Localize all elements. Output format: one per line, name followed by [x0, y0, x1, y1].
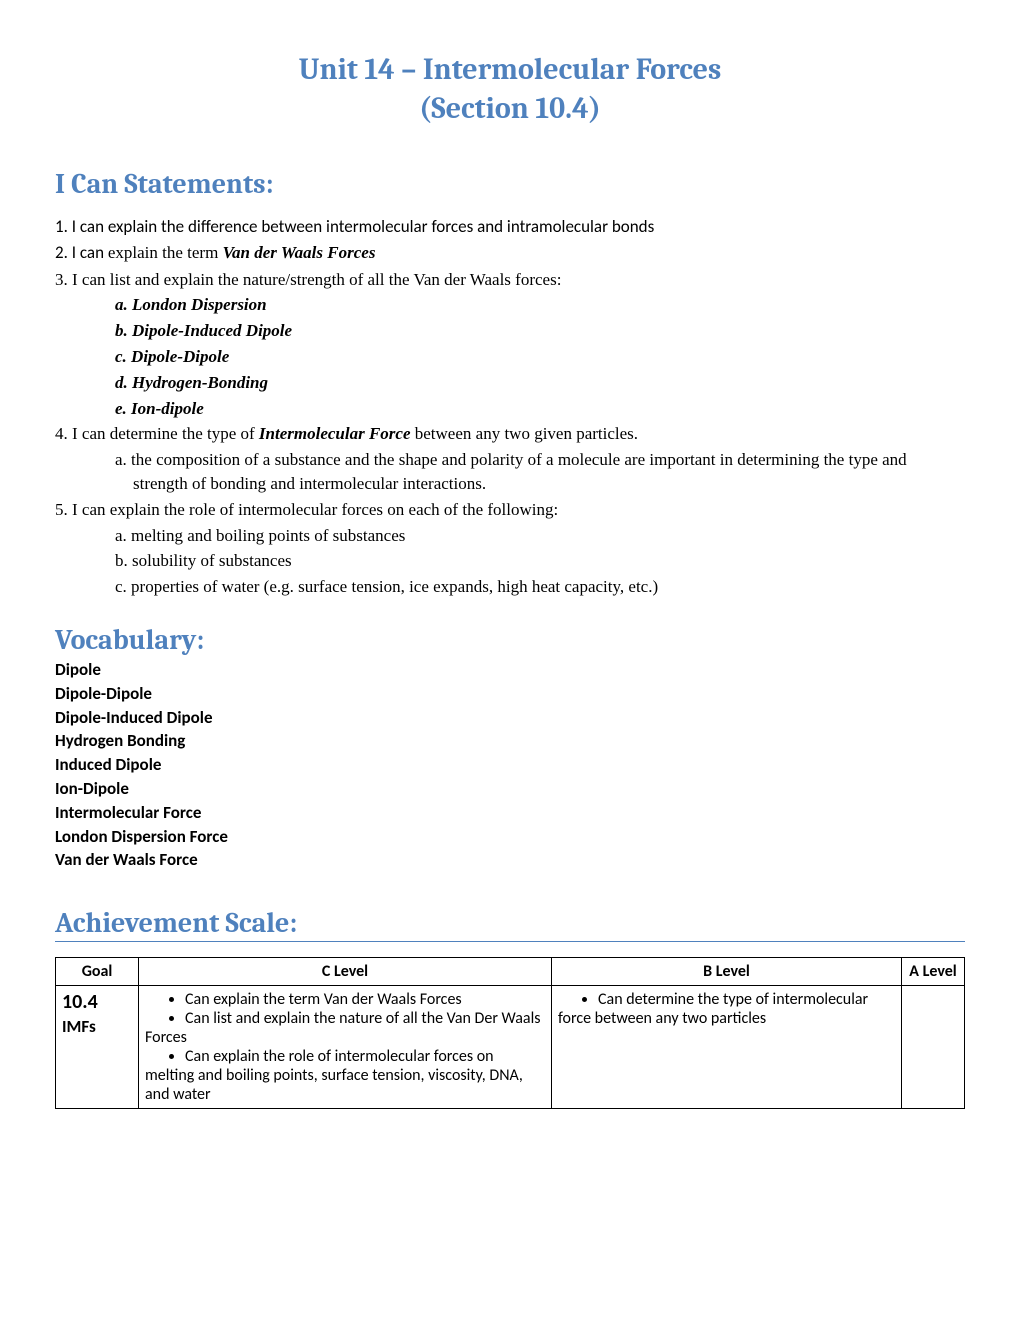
- section-heading-vocab: Vocabulary:: [55, 624, 965, 656]
- statement-5a: a. melting and boiling points of substan…: [55, 524, 965, 548]
- a-level-cell: [902, 986, 965, 1109]
- statement-5c: c. properties of water (e.g. surface ten…: [55, 575, 965, 599]
- statement-4: 4. I can determine the type of Intermole…: [55, 422, 965, 446]
- table-row: 10.4 IMFs Can explain the term Van der W…: [56, 986, 965, 1109]
- statement-3d: d. Hydrogen-Bonding: [55, 371, 965, 395]
- statement-4-pre: 4. I can determine the type of: [55, 424, 259, 443]
- th-c-level: C Level: [139, 958, 552, 986]
- vocab-item: London Dispersion Force: [55, 825, 965, 849]
- statement-4-term: Intermolecular Force: [259, 424, 411, 443]
- th-a-level: A Level: [902, 958, 965, 986]
- vocab-list: Dipole Dipole-Dipole Dipole-Induced Dipo…: [55, 658, 965, 872]
- section-heading-ican: I Can Statements:: [55, 168, 965, 200]
- th-b-level: B Level: [552, 958, 902, 986]
- statement-2-pre: 2. I can: [55, 242, 108, 263]
- statement-5b: b. solubility of substances: [55, 549, 965, 573]
- title-line-2: (Section 10.4): [419, 91, 601, 126]
- statement-3: 3. I can list and explain the nature/str…: [55, 268, 965, 292]
- statement-3e: e. Ion-dipole: [55, 397, 965, 421]
- vocab-item: Intermolecular Force: [55, 801, 965, 825]
- vocab-item: Hydrogen Bonding: [55, 729, 965, 753]
- goal-sub: IMFs: [62, 1016, 96, 1037]
- statement-3b: b. Dipole-Induced Dipole: [55, 319, 965, 343]
- section-heading-achievement: Achievement Scale:: [55, 907, 965, 942]
- page-title: Unit 14 – Intermolecular Forces (Section…: [55, 50, 965, 128]
- statement-2-mid: explain the term: [108, 243, 223, 262]
- title-line-1: Unit 14 – Intermolecular Forces: [299, 52, 722, 87]
- statement-2-term: Van der Waals Forces: [223, 243, 376, 262]
- achievement-table: Goal C Level B Level A Level 10.4 IMFs C…: [55, 957, 965, 1109]
- vocab-item: Ion-Dipole: [55, 777, 965, 801]
- statements-block: 1. I can explain the difference between …: [55, 215, 965, 599]
- list-item: Can list and explain the nature of all t…: [185, 1009, 545, 1047]
- list-item: Can explain the term Van der Waals Force…: [185, 990, 545, 1009]
- c-level-cell: Can explain the term Van der Waals Force…: [139, 986, 552, 1109]
- statement-3c: c. Dipole-Dipole: [55, 345, 965, 369]
- statement-5: 5. I can explain the role of intermolecu…: [55, 498, 965, 522]
- vocab-item: Van der Waals Force: [55, 848, 965, 872]
- statement-4-post: between any two given particles.: [411, 424, 639, 443]
- statement-2: 2. I can explain the term Van der Waals …: [55, 241, 965, 266]
- list-item: Can explain the role of intermolecular f…: [185, 1047, 545, 1104]
- vocab-item: Dipole-Dipole: [55, 682, 965, 706]
- statement-1: 1. I can explain the difference between …: [55, 215, 965, 239]
- vocab-item: Dipole: [55, 658, 965, 682]
- vocab-item: Induced Dipole: [55, 753, 965, 777]
- b-level-cell: Can determine the type of intermolecular…: [552, 986, 902, 1109]
- statement-3a: a. London Dispersion: [55, 293, 965, 317]
- list-item: Can determine the type of intermolecular…: [598, 990, 895, 1028]
- goal-main: 10.4: [62, 990, 98, 1014]
- statement-4a: a. the composition of a substance and th…: [55, 448, 965, 496]
- goal-cell: 10.4 IMFs: [56, 986, 139, 1109]
- th-goal: Goal: [56, 958, 139, 986]
- table-header-row: Goal C Level B Level A Level: [56, 958, 965, 986]
- vocab-item: Dipole-Induced Dipole: [55, 706, 965, 730]
